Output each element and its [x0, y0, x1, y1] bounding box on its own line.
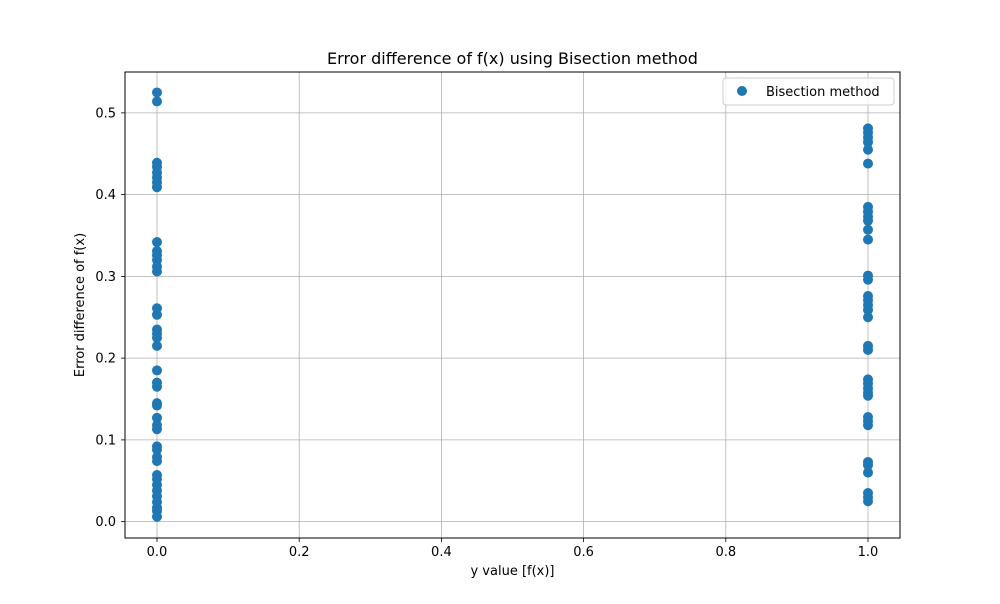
legend-label: Bisection method [766, 85, 880, 100]
data-point [151, 444, 162, 455]
data-point [863, 496, 874, 507]
data-point [863, 312, 874, 323]
x-tick-label: 0.4 [431, 545, 452, 560]
y-tick-label: 0.0 [95, 515, 116, 530]
data-point [151, 412, 162, 423]
data-point [863, 460, 874, 471]
data-point [863, 215, 874, 226]
x-tick-label: 1.0 [858, 545, 879, 560]
x-tick-label: 0.8 [715, 545, 736, 560]
y-tick-label: 0.1 [95, 433, 116, 448]
data-point [863, 304, 874, 315]
x-tick-label: 0.6 [573, 545, 594, 560]
data-point [863, 467, 874, 478]
legend-box [722, 77, 895, 106]
data-point [863, 390, 874, 401]
data-point [151, 309, 162, 320]
y-tick-label: 0.5 [95, 106, 116, 121]
data-point [151, 87, 162, 98]
data-point [151, 96, 162, 107]
data-point [863, 420, 874, 431]
data-point [151, 400, 162, 411]
data-point [151, 266, 162, 277]
data-point [151, 237, 162, 248]
data-point [151, 365, 162, 376]
y-tick-label: 0.4 [95, 188, 116, 203]
data-point [863, 224, 874, 235]
y-axis-label: Error difference of f(x) [73, 233, 88, 377]
axis-ticks: 0.0 0.2 0.4 0.6 0.8 1.0 0.0 0.1 0.2 0.3 0.4 0.5 [95, 106, 878, 560]
data-point [863, 144, 874, 155]
data-point [863, 137, 874, 148]
data-points [151, 87, 874, 522]
grid-lines [125, 72, 900, 538]
data-point [151, 182, 162, 193]
data-point [151, 340, 162, 351]
data-point [863, 274, 874, 285]
data-point [863, 344, 874, 355]
data-point [863, 234, 874, 245]
plot-area-frame [124, 71, 901, 539]
data-point [151, 332, 162, 343]
data-point [151, 511, 162, 522]
y-tick-label: 0.3 [95, 270, 116, 285]
data-point [863, 158, 874, 169]
data-point [151, 381, 162, 392]
legend: Bisection method [722, 77, 895, 106]
x-axis-label: y value [f(x)] [470, 564, 554, 579]
data-point [151, 424, 162, 435]
x-tick-label: 0.2 [289, 545, 310, 560]
x-tick-label: 0.0 [147, 545, 168, 560]
legend-marker-icon [737, 86, 747, 96]
y-tick-label: 0.2 [95, 352, 116, 367]
chart-title: Error difference of f(x) using Bisection… [327, 49, 698, 68]
data-point [151, 456, 162, 467]
